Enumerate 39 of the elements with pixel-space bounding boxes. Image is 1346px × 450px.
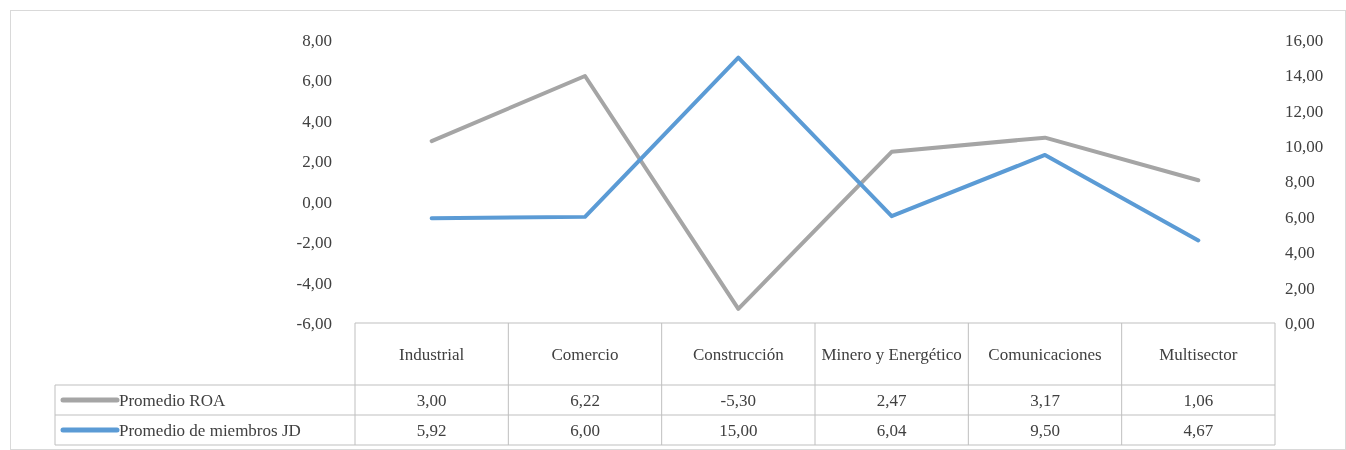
y2-tick-label: 4,00 [1285,243,1315,263]
y2-tick-label: 0,00 [1285,313,1315,333]
data-label: 5,92 [416,421,447,440]
x-tick-label: Multisector [1159,345,1238,364]
x-tick-label: Minero y Energético [821,345,962,364]
line-series [429,55,1201,243]
y-tick-label: 6,00 [302,71,332,91]
data-label: 1,06 [1183,391,1214,410]
y-tick-label: -4,00 [296,273,332,293]
y2-tick-label: 2,00 [1285,278,1315,298]
y2-tick-label: 8,00 [1285,172,1315,192]
data-label: 3,00 [416,391,447,410]
y2-tick-label: 6,00 [1285,207,1315,227]
data-label: 2,47 [876,391,908,410]
x-tick-label: Comunicaciones [988,345,1102,364]
legend-label: Promedio de miembros JD [119,421,301,440]
data-label: 4,67 [1183,421,1214,440]
x-tick-label: Comercio [551,345,619,364]
x-tick-label: Construcción [693,345,785,364]
y2-tick-label: 14,00 [1285,66,1324,86]
data-label: 6,22 [570,391,600,410]
line-series [429,73,1201,311]
y2-tick-label: 10,00 [1285,137,1324,157]
data-label: 9,50 [1030,421,1060,440]
y-tick-label: 2,00 [302,152,332,172]
data-label: 3,17 [1030,391,1061,410]
data-label: 6,00 [570,421,600,440]
x-tick-label: Industrial [399,345,465,364]
y2-tick-label: 12,00 [1285,101,1324,121]
y-tick-label: 8,00 [302,30,332,50]
y-tick-label: 4,00 [302,111,332,131]
data-label: 15,00 [719,421,758,440]
y-tick-label: 0,00 [302,192,332,212]
y-tick-label: -2,00 [296,233,332,253]
data-label: -5,30 [720,391,757,410]
legend-label: Promedio ROA [119,391,226,410]
data-label: 6,04 [876,421,908,440]
y-tick-label: -6,00 [296,313,332,333]
y2-tick-label: 16,00 [1285,30,1324,50]
